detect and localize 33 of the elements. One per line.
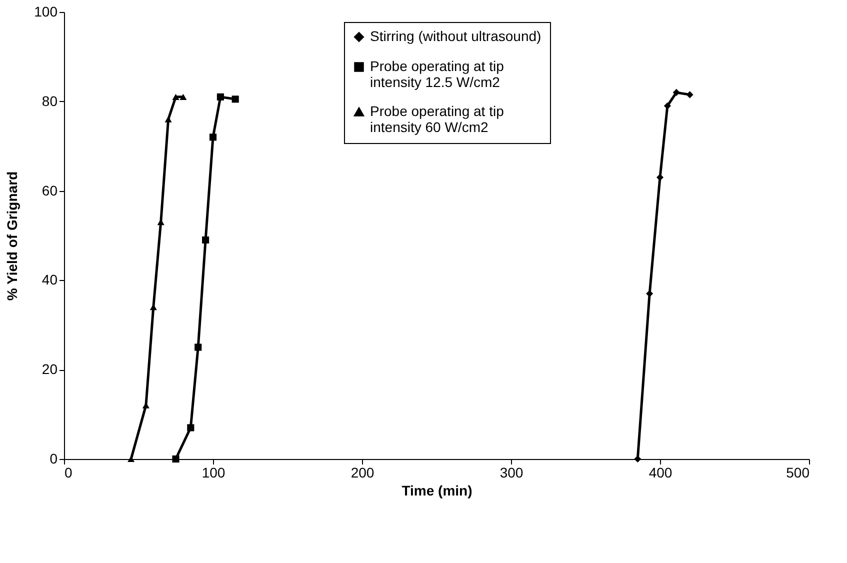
x-tick-label: 100 bbox=[202, 464, 226, 480]
point bbox=[634, 455, 642, 463]
y-tick-label: 80 bbox=[42, 92, 58, 109]
point bbox=[164, 116, 172, 122]
point bbox=[232, 96, 239, 103]
y-tick-label: 20 bbox=[42, 361, 58, 378]
point bbox=[209, 134, 217, 141]
point bbox=[664, 102, 671, 110]
x-tick-label: 0 bbox=[64, 464, 72, 480]
point bbox=[216, 93, 224, 100]
x-tick-label: 400 bbox=[648, 464, 672, 480]
x-tick-label: 300 bbox=[500, 464, 524, 480]
legend-label: Stirring (without ultrasound) bbox=[370, 28, 542, 44]
point bbox=[656, 174, 664, 181]
point bbox=[180, 94, 187, 100]
y-axis-title: % Yield of Grignard bbox=[4, 171, 20, 301]
y-tick-label: 60 bbox=[42, 182, 58, 198]
point bbox=[187, 424, 194, 432]
legend-label: Probe operating at tip intensity 60 W/cm2 bbox=[370, 103, 504, 135]
y-tick-label: 100 bbox=[34, 4, 58, 20]
point bbox=[672, 88, 680, 96]
legend-label: Probe operating at tip intensity 12.5 W/cm2 bbox=[370, 58, 504, 90]
point bbox=[172, 94, 180, 100]
x-tick-label: 500 bbox=[786, 464, 810, 480]
point bbox=[686, 91, 694, 98]
x-tick-label: 200 bbox=[350, 464, 374, 480]
point bbox=[194, 344, 202, 351]
point bbox=[202, 236, 210, 244]
point bbox=[172, 455, 180, 463]
x-axis-title: Time (min) bbox=[402, 482, 472, 498]
point bbox=[646, 290, 654, 298]
y-tick-label: 0 bbox=[50, 450, 58, 466]
y-tick-label: 40 bbox=[42, 272, 58, 288]
